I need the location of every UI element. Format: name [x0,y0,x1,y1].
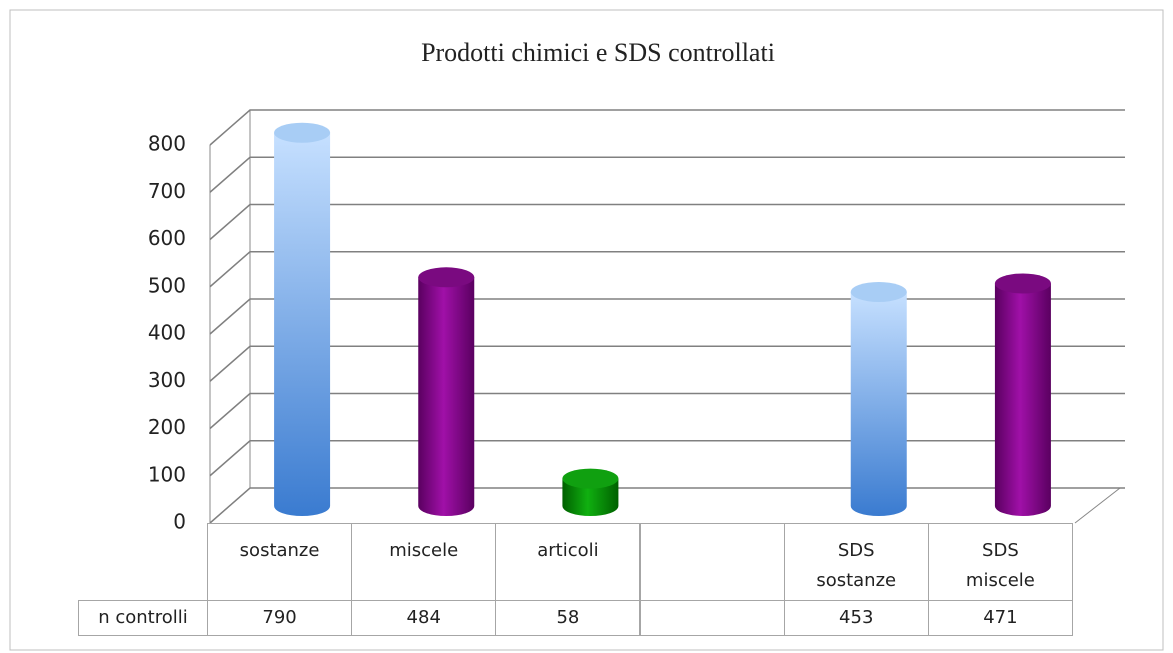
floor [209,487,1122,524]
chart-frame [9,9,1164,651]
cell-text: SDS sostanze [816,540,897,591]
grid-line [209,251,1125,288]
y-tick-label: 100 [148,462,186,486]
y-tick-label: 800 [148,132,186,156]
y-tick-label: 600 [148,226,186,250]
cell-text: articoli [537,540,599,561]
cell-text: SDS miscele [965,540,1035,591]
grid-line [209,156,1125,193]
grid-line [209,109,1125,146]
bar [562,468,619,516]
category-cell: SDS sostanze [783,523,929,601]
cell-text: 453 [839,607,874,628]
cell-text: sostanze [239,540,320,561]
grid-line [209,298,1125,335]
grid-line [209,440,1125,477]
y-tick-label: 500 [148,273,186,297]
bar [418,267,475,516]
y-tick-label: 200 [148,415,186,439]
y-tick-label: 700 [148,179,186,203]
category-cell: sostanze [207,523,353,601]
grid-line [209,392,1125,430]
value-cell: 471 [927,600,1073,636]
value-cell: 484 [351,600,497,636]
cell-text: 790 [262,607,297,628]
bar [274,122,331,516]
grid-line [209,345,1125,382]
grid-line [209,203,1125,241]
y-tick-label: 400 [148,321,186,345]
grid-line [209,487,1125,524]
chart-title: Prodotti chimici e SDS controllati [421,38,775,67]
category-cell: articoli [495,523,641,601]
y-tick-label: 300 [148,368,186,392]
value-cell: 790 [207,600,353,636]
value-cell [639,600,785,636]
bar [850,281,907,516]
value-cell: 453 [783,600,929,636]
cell-text: 471 [983,607,1018,628]
category-cell: SDS miscele [927,523,1073,601]
bar [994,273,1051,516]
cell-text: n controlli [98,607,188,628]
cell-text: miscele [389,540,459,561]
category-cell [639,523,785,601]
cell-text: 484 [406,607,441,628]
category-cell: miscele [351,523,497,601]
row-header: n controlli [78,600,208,636]
cell-text: 58 [556,607,580,628]
value-cell: 58 [495,600,641,636]
y-tick-label: 0 [173,510,186,534]
